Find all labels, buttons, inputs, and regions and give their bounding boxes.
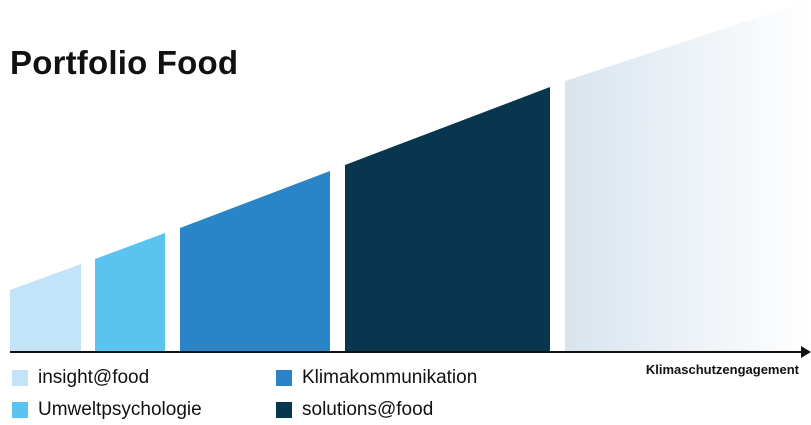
legend-item-solutions-food: solutions@food <box>276 399 433 421</box>
legend-label: solutions@food <box>302 399 434 420</box>
legend-label: Umweltpsychologie <box>38 399 202 420</box>
legend-swatch <box>276 402 292 418</box>
legend-item-klimakommunikation: Klimakommunikation <box>276 367 477 389</box>
segment-solutions-food <box>345 87 550 352</box>
segment-klimakommunikation <box>180 171 330 352</box>
legend-label: Klimakommunikation <box>302 367 478 388</box>
page-title: Portfolio Food <box>10 44 239 81</box>
segment-future-fade <box>565 0 811 352</box>
x-axis-label: Klimaschutzengagement <box>645 362 799 377</box>
legend-swatch <box>12 370 28 386</box>
segment-insight-food <box>10 264 81 352</box>
legend-item-insight-food: insight@food <box>12 367 149 389</box>
x-axis-arrowhead <box>801 346 811 358</box>
legend-swatch <box>276 370 292 386</box>
legend-label: insight@food <box>38 367 150 388</box>
segment-umweltpsychologie <box>95 233 165 352</box>
legend-item-umweltpsychologie: Umweltpsychologie <box>12 399 202 421</box>
legend-swatch <box>12 402 28 418</box>
